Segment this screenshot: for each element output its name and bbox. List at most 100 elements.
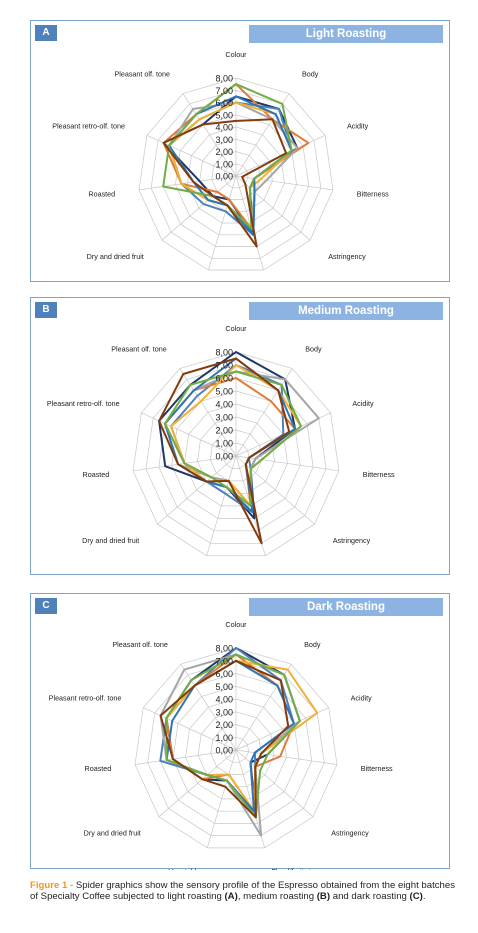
tick-label: 6,00 <box>215 98 233 108</box>
caption-ref-c: (C) <box>409 891 423 902</box>
grid-spoke <box>235 175 311 241</box>
grid-ring <box>187 126 285 224</box>
series-line-7 <box>162 83 293 230</box>
tick-label: 2,00 <box>215 426 233 436</box>
grid-ring <box>223 163 249 189</box>
grid-spoke <box>157 455 237 525</box>
panel-label-b: B <box>35 302 57 318</box>
category-label-astringency: Astringency <box>333 536 371 545</box>
category-label-pleasant-olf-tone: Pleasant olf. tone <box>114 69 170 78</box>
panel-label-c: C <box>35 598 57 614</box>
category-label-floral-fruity-tone: Floral/fruity tone <box>272 867 324 870</box>
category-label-colour: Colour <box>225 620 247 629</box>
tick-label: 8,00 <box>215 348 233 358</box>
grid-spoke <box>235 368 293 457</box>
grid-ring <box>210 724 262 775</box>
grid-spoke <box>143 707 237 751</box>
chart-panel-c: C Dark Roasting 0,00 1,00 2,00 3,00 4,00 5,00… <box>30 593 450 870</box>
category-label-body: Body <box>302 69 319 78</box>
figure-caption: Figure 1 - Spider graphics show the sens… <box>30 880 460 902</box>
caption-text-3: and dark roasting <box>330 891 410 902</box>
tick-label: 1,00 <box>215 439 233 449</box>
grid-spoke <box>182 93 237 177</box>
grid-spoke <box>235 749 338 765</box>
category-label-acidity: Acidity <box>347 121 369 130</box>
category-label-dry-and-dried-fruit: Dry and dried fruit <box>82 536 139 545</box>
category-label-body: Body <box>305 344 322 353</box>
category-label-vegetable: Vegetable <box>168 575 200 576</box>
chart-title-a: Light Roasting <box>249 25 443 43</box>
tick-label: 7,00 <box>215 86 233 96</box>
grid-spoke <box>138 175 237 191</box>
tick-label: 1,00 <box>215 159 233 169</box>
category-labels: ColourBodyAcidityBitternessAstringencyFl… <box>49 620 393 870</box>
chart-title-b: Medium Roasting <box>249 302 443 320</box>
grid-ring <box>211 151 261 200</box>
series-line-8 <box>159 659 290 819</box>
grid-spoke <box>208 175 237 271</box>
tick-label: 5,00 <box>215 682 233 692</box>
grid-ring <box>134 647 338 849</box>
tick-label: 7,00 <box>215 361 233 371</box>
category-label-pleasant-retro-olf-tone: Pleasant retro-olf. tone <box>47 399 120 408</box>
tick-label: 3,00 <box>215 707 233 717</box>
series-line-8 <box>162 118 288 248</box>
chart-title-c: Dark Roasting <box>249 598 443 616</box>
caption-lead: Figure 1 - <box>30 880 74 891</box>
grid-spoke <box>161 175 237 241</box>
grid-spoke <box>235 455 339 472</box>
category-label-roasted: Roasted <box>83 470 110 479</box>
grid-spoke <box>141 412 237 457</box>
radar-series <box>158 351 320 545</box>
grid-spoke <box>179 368 237 457</box>
radar-series <box>159 647 319 837</box>
category-label-body: Body <box>304 640 321 649</box>
category-label-acidity: Acidity <box>351 694 373 703</box>
radar-chart-a: 0,00 1,00 2,00 3,00 4,00 5,00 6,00 7,00 8,00 Colo… <box>52 50 389 271</box>
grid-spoke <box>180 664 237 751</box>
grid-ring <box>138 77 334 271</box>
category-label-floral-fruity-tone: Floral/fruity tone <box>272 575 324 576</box>
category-label-dry-and-dried-fruit: Dry and dried fruit <box>87 252 144 261</box>
series-line-2 <box>170 364 285 514</box>
category-label-vegetable: Vegetable <box>169 867 201 870</box>
tick-label: 0,00 <box>215 452 233 462</box>
radar-chart-b: 0,001,002,003,004,005,006,007,008,00Colo… <box>47 324 395 576</box>
radar-chart-c: 0,001,002,003,004,005,006,007,008,00Colo… <box>49 620 393 870</box>
grid-ring <box>175 114 297 236</box>
caption-text-2: , medium roasting <box>237 891 317 902</box>
chart-panel-b: B Medium Roasting 0,00 1,00 2,00 3,00 4,00 5,… <box>30 297 450 576</box>
category-labels: ColourBodyAcidityBitternessAstringencyFl… <box>47 324 395 576</box>
grid-ring <box>150 89 322 259</box>
caption-text-1: Spider graphics show the sensory profile… <box>30 880 456 902</box>
tick-label: 5,00 <box>215 110 233 120</box>
category-label-astringency: Astringency <box>328 252 366 261</box>
tick-label: 3,00 <box>215 413 233 423</box>
grid-spoke <box>206 749 237 848</box>
tick-label: 5,00 <box>215 387 233 397</box>
category-label-dry-and-dried-fruit: Dry and dried fruit <box>84 829 141 838</box>
grid-spoke <box>158 749 237 818</box>
tick-label: 0,00 <box>215 746 233 756</box>
grid-spoke <box>235 749 314 818</box>
grid-ring <box>222 442 250 469</box>
tick-label: 7,00 <box>215 656 233 666</box>
tick-labels: 0,00 1,00 2,00 3,00 4,00 5,00 6,00 7,00 8,00 <box>215 348 233 462</box>
series-line-7 <box>164 370 302 507</box>
grid-spoke <box>235 455 315 525</box>
tick-label: 2,00 <box>215 147 233 157</box>
category-label-roasted: Roasted <box>85 764 112 773</box>
grid-spoke <box>206 455 237 556</box>
series-line-8 <box>158 357 291 545</box>
grid-spoke <box>235 175 334 191</box>
tick-label: 1,00 <box>215 733 233 743</box>
tick-label: 2,00 <box>215 720 233 730</box>
grid-ring <box>172 685 300 812</box>
grid-spoke <box>134 749 237 765</box>
tick-labels: 0,00 1,00 2,00 3,00 4,00 5,00 6,00 7,00 8,00 <box>215 74 233 182</box>
category-label-acidity: Acidity <box>352 399 374 408</box>
grid-ring <box>132 351 340 557</box>
radar-series <box>162 83 310 248</box>
caption-text-4: . <box>422 891 426 902</box>
category-labels: ColourBodyAcidityBitternessAstringencyFl… <box>52 50 389 261</box>
